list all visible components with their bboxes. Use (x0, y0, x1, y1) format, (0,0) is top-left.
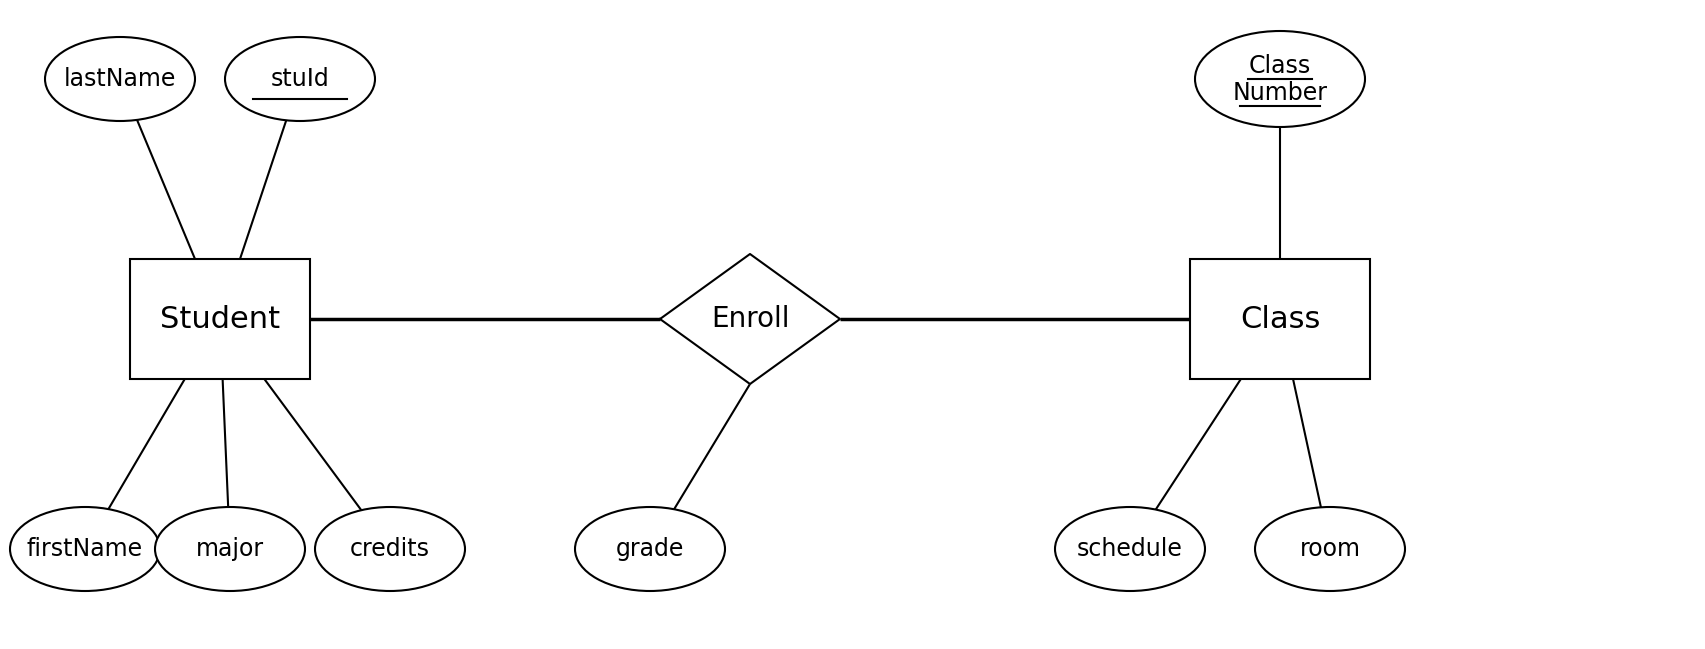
Text: credits: credits (350, 537, 430, 561)
Text: Enroll: Enroll (711, 305, 789, 333)
Ellipse shape (225, 37, 375, 121)
Ellipse shape (1195, 31, 1366, 127)
Text: grade: grade (616, 537, 684, 561)
Text: Class: Class (1248, 54, 1311, 78)
Text: schedule: schedule (1078, 537, 1183, 561)
Ellipse shape (575, 507, 725, 591)
Text: Number: Number (1233, 81, 1328, 105)
Text: stuId: stuId (271, 67, 329, 91)
Ellipse shape (315, 507, 465, 591)
Ellipse shape (1055, 507, 1205, 591)
Text: firstName: firstName (27, 537, 143, 561)
FancyBboxPatch shape (130, 259, 310, 379)
Text: Student: Student (160, 304, 280, 334)
Text: Class: Class (1240, 304, 1320, 334)
Text: room: room (1299, 537, 1361, 561)
FancyBboxPatch shape (1190, 259, 1371, 379)
Text: lastName: lastName (63, 67, 176, 91)
Polygon shape (660, 254, 841, 384)
Ellipse shape (1255, 507, 1405, 591)
Ellipse shape (44, 37, 194, 121)
Text: major: major (196, 537, 264, 561)
Ellipse shape (155, 507, 305, 591)
Ellipse shape (10, 507, 160, 591)
